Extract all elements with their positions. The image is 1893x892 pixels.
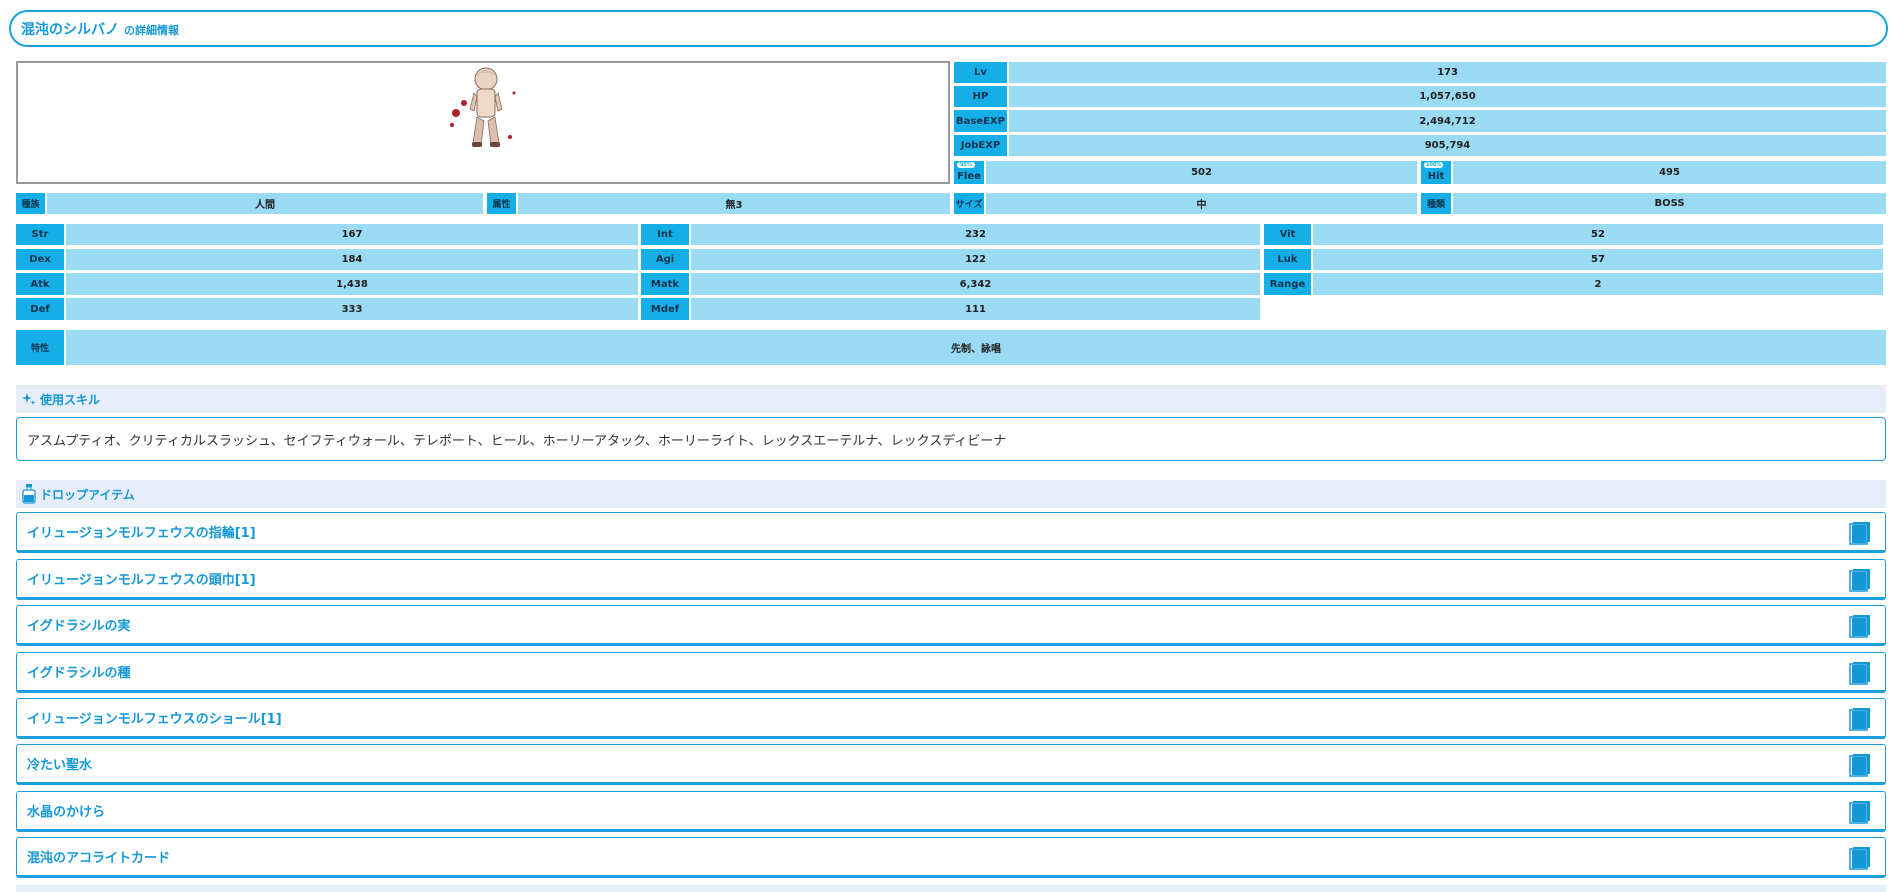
- drop-item[interactable]: イグドラシルの実: [16, 605, 1886, 646]
- skills-section-header: 使用スキル: [16, 385, 1886, 413]
- drop-item-name: 混沌のアコライトカード: [27, 851, 171, 866]
- monster-image-frame: [16, 61, 950, 184]
- book-icon[interactable]: [1849, 521, 1871, 545]
- str-value: 167: [66, 224, 638, 245]
- element-label: 属性: [487, 193, 516, 214]
- type-value: BOSS: [1453, 193, 1886, 214]
- vit-value: 52: [1313, 224, 1883, 245]
- agi-value: 122: [691, 249, 1260, 270]
- page-title-suffix: の詳細情報: [124, 23, 179, 37]
- str-label: Str: [16, 224, 64, 245]
- next-section-header: [16, 885, 1886, 892]
- lv-value: 173: [1009, 62, 1886, 83]
- drop-item-name: イグドラシルの実: [27, 619, 131, 634]
- drop-item[interactable]: 混沌のアコライトカード: [16, 837, 1886, 878]
- range-label: Range: [1264, 273, 1311, 295]
- book-icon[interactable]: [1849, 707, 1871, 731]
- matk-label: Matk: [641, 273, 689, 295]
- skills-list: アスムプティオ、クリティカルスラッシュ、セイフティウォール、テレポート、ヒール、…: [16, 417, 1886, 461]
- book-icon[interactable]: [1849, 753, 1871, 777]
- dex-label: Dex: [16, 249, 64, 270]
- flee-rate-badge: 95%: [957, 162, 975, 168]
- drop-item-name: イリュージョンモルフェウスの頭巾[1]: [27, 573, 256, 588]
- hit-label: Hit: [1427, 171, 1445, 182]
- range-value: 2: [1313, 273, 1883, 295]
- int-value: 232: [691, 224, 1260, 245]
- book-icon[interactable]: [1849, 614, 1871, 638]
- book-icon[interactable]: [1849, 846, 1871, 870]
- drop-item-name: イリュージョンモルフェウスの指輪[1]: [27, 526, 256, 541]
- drops-heading: ドロップアイテム: [40, 487, 135, 502]
- potion-bottle-icon: [22, 484, 36, 504]
- hp-value: 1,057,650: [1009, 86, 1886, 107]
- matk-value: 6,342: [691, 273, 1260, 295]
- race-label: 種族: [16, 193, 45, 214]
- drop-item[interactable]: イリュージョンモルフェウスの指輪[1]: [16, 512, 1886, 553]
- drop-item-name: イリュージョンモルフェウスのショール[1]: [27, 712, 282, 727]
- luk-label: Luk: [1264, 249, 1311, 270]
- agi-label: Agi: [641, 249, 689, 270]
- drop-item[interactable]: 水晶のかけら: [16, 791, 1886, 832]
- job-exp-value: 905,794: [1009, 135, 1886, 156]
- flee-label: Flee: [957, 171, 981, 182]
- size-value: 中: [986, 193, 1417, 214]
- element-value: 無3: [518, 193, 950, 214]
- size-label: サイズ: [954, 193, 984, 214]
- drop-item-name: 水晶のかけら: [27, 805, 106, 820]
- int-label: Int: [641, 224, 689, 245]
- drop-item-name: 冷たい聖水: [27, 758, 93, 773]
- hit-rate-badge: 100%: [1424, 162, 1444, 168]
- hit-label-cell: 100% Hit: [1421, 161, 1451, 184]
- lv-label: Lv: [954, 62, 1007, 83]
- skills-text: アスムプティオ、クリティカルスラッシュ、セイフティウォール、テレポート、ヒール、…: [27, 433, 1007, 449]
- mdef-value: 111: [691, 298, 1260, 320]
- drop-item-name: イグドラシルの種: [27, 666, 131, 681]
- base-exp-label: BaseEXP: [954, 110, 1007, 132]
- drop-item[interactable]: イグドラシルの種: [16, 652, 1886, 693]
- traits-value: 先制、詠唱: [66, 330, 1886, 365]
- book-icon[interactable]: [1849, 800, 1871, 824]
- book-icon[interactable]: [1849, 661, 1871, 685]
- dex-value: 184: [66, 249, 638, 270]
- traits-label: 特性: [16, 330, 64, 365]
- luk-value: 57: [1313, 249, 1883, 270]
- flee-label-cell: 95% Flee: [954, 161, 984, 184]
- vit-label: Vit: [1264, 224, 1311, 245]
- hit-value: 495: [1453, 161, 1886, 184]
- page-title-bar: 混沌のシルバノ の詳細情報: [9, 10, 1888, 47]
- flee-value: 502: [986, 161, 1417, 184]
- atk-label: Atk: [16, 273, 64, 295]
- skills-heading: 使用スキル: [40, 392, 101, 407]
- type-label: 種類: [1421, 193, 1451, 214]
- drops-section-header: ドロップアイテム: [16, 480, 1886, 508]
- sparkle-icon: [22, 393, 36, 405]
- hp-label: HP: [954, 86, 1007, 107]
- race-value: 人間: [47, 193, 483, 214]
- monster-sprite: [450, 67, 516, 147]
- def-value: 333: [66, 298, 638, 320]
- book-icon[interactable]: [1849, 568, 1871, 592]
- atk-value: 1,438: [66, 273, 638, 295]
- def-label: Def: [16, 298, 64, 320]
- job-exp-label: JobEXP: [954, 135, 1007, 156]
- page-title: 混沌のシルバノ: [21, 21, 119, 38]
- drop-item[interactable]: イリュージョンモルフェウスのショール[1]: [16, 698, 1886, 739]
- drop-item[interactable]: 冷たい聖水: [16, 744, 1886, 785]
- drop-item[interactable]: イリュージョンモルフェウスの頭巾[1]: [16, 559, 1886, 600]
- mdef-label: Mdef: [641, 298, 689, 320]
- base-exp-value: 2,494,712: [1009, 110, 1886, 132]
